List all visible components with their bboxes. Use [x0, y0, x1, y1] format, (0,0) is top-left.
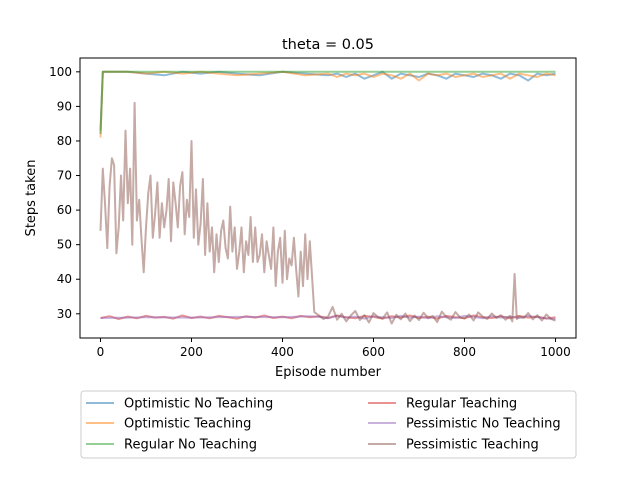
y-tick-label-7: 100 [49, 65, 72, 79]
series-line-4 [100, 314, 556, 320]
y-axis-ticks: 30 40 50 60 70 80 90 100 [49, 65, 80, 321]
y-tick-label-2: 50 [57, 238, 72, 252]
legend-label-2: Regular No Teaching [124, 438, 257, 453]
y-axis-label: Steps taken [24, 160, 39, 237]
legend-label-4: Pessimistic No Teaching [406, 417, 561, 432]
x-tick-label-1: 200 [180, 345, 203, 359]
x-tick-label-5: 1000 [540, 345, 571, 359]
y-tick-label-3: 60 [57, 203, 72, 217]
chart-title: theta = 0.05 [282, 37, 374, 53]
legend: Optimistic No Teaching Optimistic Teachin… [80, 390, 577, 459]
y-tick-label-1: 40 [57, 272, 72, 286]
plot-frame [79, 57, 577, 339]
y-tick-label-5: 80 [57, 134, 72, 148]
legend-label-0: Optimistic No Teaching [124, 397, 273, 412]
series-line-5 [99, 101, 556, 325]
x-tick-label-2: 400 [271, 345, 294, 359]
series-line-1 [99, 70, 556, 138]
legend-frame [80, 390, 577, 459]
x-tick-label-3: 600 [362, 345, 385, 359]
x-axis-ticks: 0 200 400 600 800 1000 [97, 338, 571, 359]
y-tick-label-4: 70 [57, 169, 72, 183]
y-tick-label-6: 90 [57, 99, 72, 113]
x-axis-label: Episode number [275, 365, 382, 380]
legend-label-5: Pessimistic Teaching [406, 438, 539, 453]
legend-label-3: Regular Teaching [406, 397, 517, 412]
plot-lines [99, 70, 556, 325]
series-line-2 [99, 70, 556, 135]
y-tick-label-0: 30 [57, 307, 72, 321]
legend-label-1: Optimistic Teaching [124, 417, 251, 432]
x-tick-label-0: 0 [97, 345, 105, 359]
x-tick-label-4: 800 [453, 345, 476, 359]
